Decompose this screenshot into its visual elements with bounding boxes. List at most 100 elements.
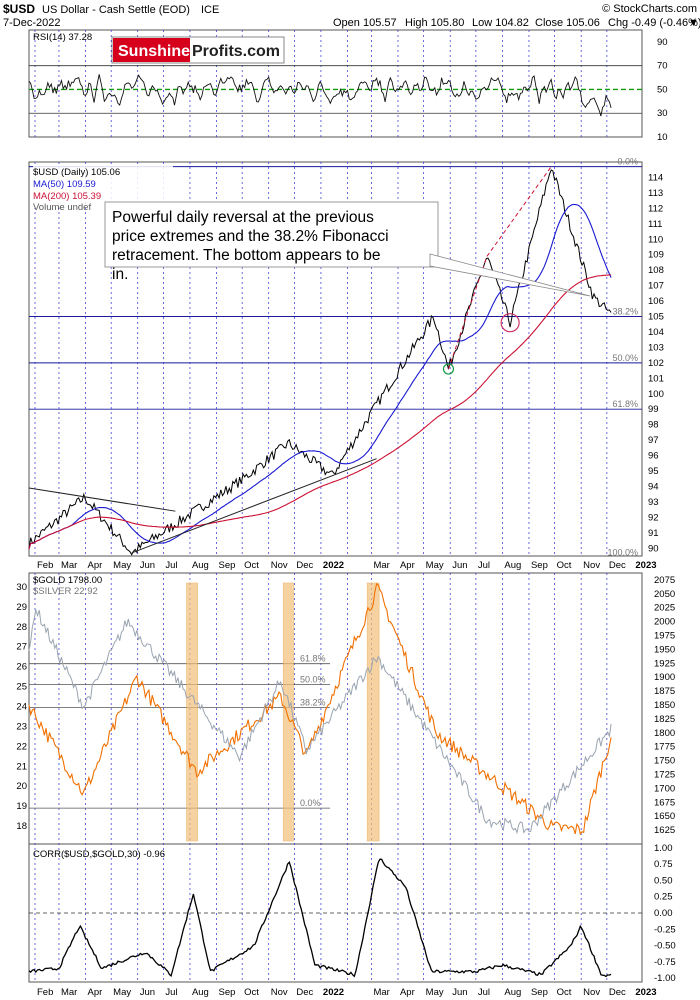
x-tick-upper: Feb bbox=[37, 560, 53, 571]
usd-y-tick: 91 bbox=[648, 528, 659, 539]
gold-y-tick: 1950 bbox=[654, 644, 675, 655]
annotation-line: retracement. The bottom appears to be bbox=[112, 247, 381, 264]
trendline bbox=[486, 166, 552, 257]
gold-y-tick: 1725 bbox=[654, 770, 675, 781]
usd-y-tick: 114 bbox=[648, 172, 663, 183]
x-tick-upper: Nov bbox=[271, 560, 288, 571]
x-tick-lower: Jul bbox=[478, 987, 490, 998]
usd-legend-ma50: MA(50) 109.59 bbox=[33, 179, 96, 190]
date-text: 7-Dec-2022 bbox=[3, 17, 60, 29]
silver-y-tick: 29 bbox=[16, 602, 27, 613]
silver-y-tick: 20 bbox=[16, 781, 27, 792]
x-tick-upper: Aug bbox=[504, 560, 521, 571]
usd-y-tick: 94 bbox=[648, 481, 659, 492]
usd-legend-ma200: MA(200) 105.39 bbox=[33, 191, 101, 202]
x-tick-lower: Mar bbox=[373, 987, 389, 998]
gold-y-tick: 1925 bbox=[654, 658, 675, 669]
gold-y-tick: 1850 bbox=[654, 700, 675, 711]
annotation-box bbox=[104, 201, 439, 268]
x-tick-upper: Oct bbox=[557, 560, 572, 571]
rsi-y-tick: 10 bbox=[657, 132, 668, 143]
silver-fib-label: 0.0% bbox=[300, 798, 321, 808]
highlight-period bbox=[366, 582, 380, 842]
usd-y-tick: 113 bbox=[648, 188, 663, 199]
usd-y-tick: 96 bbox=[648, 451, 659, 462]
silver-y-tick: 22 bbox=[16, 741, 27, 752]
usd-y-tick: 109 bbox=[648, 250, 664, 261]
rsi-legend: RSI(14) 37.28 bbox=[33, 32, 92, 43]
annotation-line: Powerful daily reversal at the previous bbox=[112, 209, 374, 226]
metals-legend: $GOLD 1798.00 $SILVER 22.92 bbox=[33, 575, 102, 597]
gold-y-tick: 1775 bbox=[654, 742, 675, 753]
support-circle bbox=[442, 363, 455, 375]
open-text: Open 105.57 bbox=[333, 17, 397, 29]
logo-part1: Sunshine bbox=[118, 43, 190, 60]
rsi-y-tick: 90 bbox=[657, 37, 668, 48]
gold-y-tick: 1750 bbox=[654, 756, 675, 767]
x-tick-lower: Dec bbox=[296, 987, 313, 998]
corr-legend-text: CORR($USD,$GOLD,30) -0.96 bbox=[33, 849, 165, 860]
x-tick-upper: Dec bbox=[296, 560, 313, 571]
trendline bbox=[131, 458, 377, 554]
y-axis-ticks: 10 30 50 70 90 90 91 92 93 94 95 96 97 98 99 100 101 102 1… bbox=[16, 37, 675, 984]
usd-y-tick: 110 bbox=[648, 234, 663, 245]
usd-panel-frame bbox=[28, 161, 643, 557]
gold-legend-text: $GOLD 1798.00 bbox=[33, 575, 102, 586]
silver-line bbox=[28, 609, 612, 835]
corr-y-tick: 0.75 bbox=[654, 859, 673, 870]
x-tick-upper: May bbox=[113, 560, 131, 571]
silver-fib-label: 38.2% bbox=[300, 698, 326, 708]
x-tick-upper: 2023 bbox=[635, 560, 656, 571]
usd-fib-label: 100.0% bbox=[607, 548, 638, 558]
usd-y-tick: 111 bbox=[648, 219, 662, 230]
chart-header: $USD US Dollar - Cash Settle (EOD) ICE ©… bbox=[3, 2, 700, 29]
corr-y-tick: -0.25 bbox=[654, 924, 676, 935]
x-tick-upper: 2022 bbox=[323, 560, 344, 571]
silver-y-tick: 21 bbox=[16, 761, 27, 772]
gold-y-tick: 2000 bbox=[654, 617, 675, 628]
silver-y-tick: 23 bbox=[16, 721, 27, 732]
gold-y-tick: 2075 bbox=[654, 575, 675, 586]
x-tick-upper: Aug bbox=[192, 560, 209, 571]
corr-y-tick: 0.50 bbox=[654, 875, 673, 886]
correlation-line bbox=[28, 858, 612, 978]
usd-legend-bg bbox=[33, 166, 173, 208]
series-lines bbox=[28, 74, 612, 978]
x-tick-upper: Jul bbox=[478, 560, 490, 571]
x-tick-upper: Oct bbox=[244, 560, 259, 571]
fibonacci-labels: 0.0% 38.2% 50.0% 61.8% 100.0% 61.8% 50.0% 38.2%… bbox=[300, 157, 638, 808]
gold-y-tick: 1650 bbox=[654, 811, 675, 822]
reversal-circle bbox=[500, 313, 520, 333]
x-tick-lower: Dec bbox=[609, 987, 626, 998]
x-tick-upper: Jun bbox=[140, 560, 155, 571]
silver-fib-label: 61.8% bbox=[300, 654, 326, 664]
x-tick-lower: Jun bbox=[452, 987, 467, 998]
x-tick-lower: Aug bbox=[192, 987, 209, 998]
usd-legend: $USD (Daily) 105.06 MA(50) 109.59 MA(200… bbox=[33, 166, 173, 213]
gold-y-tick: 1700 bbox=[654, 783, 675, 794]
annotation-line: price extremes and the 38.2% Fibonacci bbox=[112, 228, 389, 245]
usd-legend-volume: Volume undef bbox=[33, 202, 91, 213]
annotation-pointer bbox=[429, 253, 591, 297]
gold-y-tick: 1675 bbox=[654, 797, 675, 808]
silver-y-tick: 19 bbox=[16, 801, 27, 812]
usd-y-tick: 106 bbox=[648, 296, 664, 307]
x-tick-lower: Nov bbox=[271, 987, 288, 998]
gold-y-tick: 1975 bbox=[654, 631, 675, 642]
gold-y-tick: 1625 bbox=[654, 825, 675, 836]
description-text: US Dollar - Cash Settle (EOD) bbox=[42, 4, 190, 16]
silver-y-tick: 28 bbox=[16, 622, 27, 633]
gold-y-tick: 1825 bbox=[654, 714, 675, 725]
highlight-period bbox=[186, 582, 198, 842]
usd-fib-label: 0.0% bbox=[617, 157, 638, 167]
silver-y-tick: 30 bbox=[16, 582, 27, 593]
silver-legend-text: $SILVER 22.92 bbox=[33, 586, 98, 597]
x-tick-lower: Mar bbox=[61, 987, 77, 998]
silver-fib-label: 50.0% bbox=[300, 675, 326, 685]
rsi-y-tick: 30 bbox=[657, 108, 668, 119]
usd-y-tick: 99 bbox=[648, 404, 659, 415]
x-tick-lower: Oct bbox=[557, 987, 572, 998]
x-tick-lower: 2023 bbox=[635, 987, 656, 998]
corr-legend: CORR($USD,$GOLD,30) -0.96 bbox=[33, 849, 165, 860]
